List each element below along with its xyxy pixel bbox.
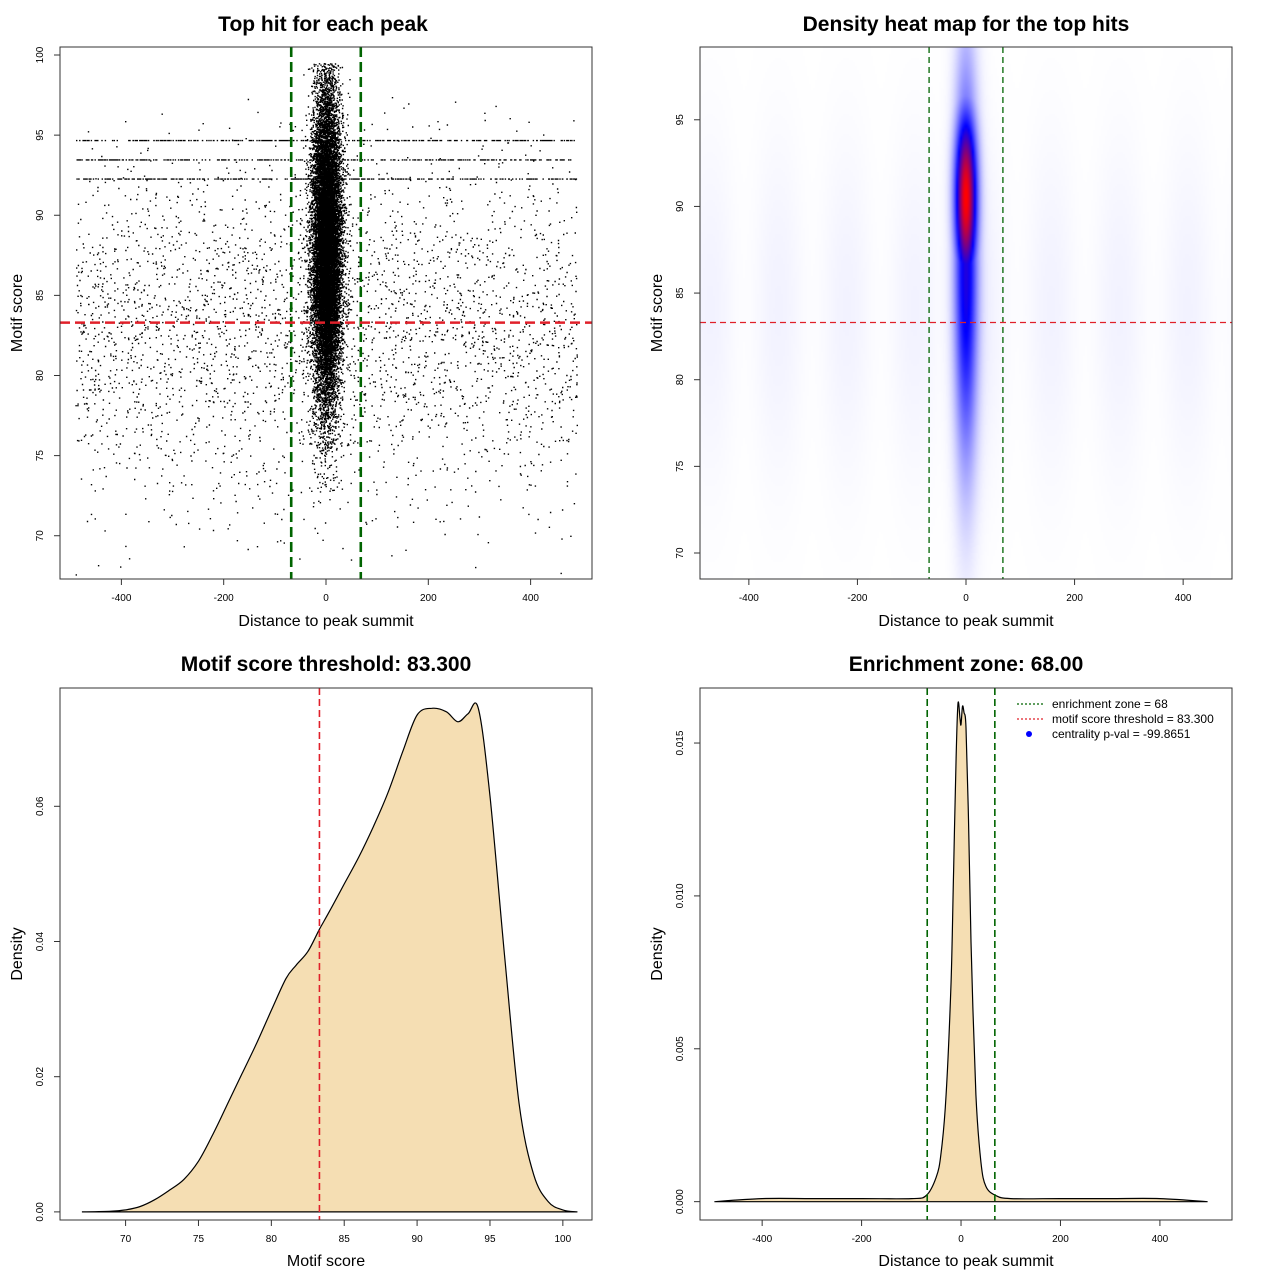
scatter-xtick-label: -200 [214, 593, 234, 604]
distance-density-ytick-label: 0.015 [675, 730, 686, 755]
heatmap-xlabel: Distance to peak summit [878, 613, 1054, 630]
heatmap-ytick-label: 70 [675, 547, 686, 559]
score-density-xtick-label: 80 [266, 1234, 278, 1245]
legend-point-pval [1026, 731, 1032, 737]
heatmap-xtick-label: -400 [739, 593, 759, 604]
legend: enrichment zone = 68 motif score thresho… [1017, 697, 1214, 741]
scatter-xtick-label: 200 [420, 593, 437, 604]
score-density-xtick-label: 85 [339, 1234, 351, 1245]
heatmap-ylabel: Motif score [649, 274, 666, 352]
heatmap-panel: Density heat map for the top hits -400 -2… [649, 13, 1233, 630]
scatter-xtick-label: 0 [323, 593, 329, 604]
scatter-ytick-label: 90 [35, 209, 46, 221]
distance-density-xtick-label: -400 [752, 1234, 772, 1245]
heatmap-ytick-label: 80 [675, 374, 686, 386]
heatmap-ytick-label: 95 [675, 114, 686, 126]
score-density-xtick-label: 75 [193, 1234, 205, 1245]
heatmap-xtick-label: -200 [847, 593, 867, 604]
heatmap-xtick-label: 400 [1175, 593, 1192, 604]
score-density-ytick-label: 0.02 [35, 1067, 46, 1087]
scatter-ytick-label: 100 [35, 46, 46, 63]
score-density-curve [81, 702, 578, 1213]
score-density-title: Motif score threshold: 83.300 [181, 653, 472, 676]
legend-label-threshold: motif score threshold = 83.300 [1052, 712, 1214, 726]
scatter-panel: Top hit for each peak -400 -200 0 200 400 70 7… [9, 13, 593, 630]
score-density-xtick-label: 100 [555, 1234, 572, 1245]
heatmap-xtick-label: 200 [1066, 593, 1083, 604]
score-density-ytick-label: 0.00 [35, 1202, 46, 1222]
distance-density-ytick-label: 0.005 [675, 1036, 686, 1061]
scatter-xtick-label: 400 [522, 593, 539, 604]
distance-density-plot-frame [699, 687, 1233, 1221]
score-density-plot-frame [59, 687, 593, 1221]
distance-density-xtick-label: -200 [852, 1234, 872, 1245]
distance-density-xtick-label: 400 [1152, 1234, 1169, 1245]
scatter-ytick-label: 85 [35, 289, 46, 301]
scatter-point [75, 63, 578, 579]
scatter-ytick-label: 75 [35, 450, 46, 462]
heatmap-ytick-label: 75 [675, 460, 686, 472]
distance-density-title: Enrichment zone: 68.00 [849, 653, 1084, 676]
distance-density-xlabel: Distance to peak summit [878, 1253, 1054, 1270]
scatter-title: Top hit for each peak [218, 13, 428, 36]
score-density-xtick-label: 90 [412, 1234, 424, 1245]
distance-density-ytick-label: 0.000 [675, 1189, 686, 1214]
score-density-ytick-label: 0.04 [35, 931, 46, 951]
distance-density-panel: Enrichment zone: 68.00 -400 -200 0 200 400 0.… [649, 653, 1233, 1270]
legend-label-pval: centrality p-val = -99.8651 [1052, 727, 1191, 741]
scatter-points [75, 63, 578, 579]
scatter-ylabel: Motif score [9, 274, 26, 352]
scatter-xtick-label: -400 [111, 593, 131, 604]
distance-density-ylabel: Density [649, 927, 666, 980]
heatmap-ytick-label: 90 [675, 200, 686, 212]
heatmap-title: Density heat map for the top hits [803, 13, 1130, 36]
heatmap-xtick-label: 0 [963, 593, 969, 604]
scatter-xlabel: Distance to peak summit [238, 613, 414, 630]
score-density-xtick-label: 70 [120, 1234, 132, 1245]
distance-density-curve [714, 701, 1208, 1203]
score-density-panel: Motif score threshold: 83.300 70 75 80 85 90… [9, 653, 593, 1270]
score-density-xtick-label: 95 [484, 1234, 496, 1245]
scatter-ytick-label: 70 [35, 530, 46, 542]
score-density-ytick-label: 0.06 [35, 796, 46, 816]
scatter-ytick-label: 95 [35, 129, 46, 141]
heatmap-image [700, 47, 1232, 579]
score-density-xlabel: Motif score [287, 1253, 365, 1270]
scatter-ytick-label: 80 [35, 369, 46, 381]
distance-density-xtick-label: 200 [1052, 1234, 1069, 1245]
heatmap-ytick-label: 85 [675, 287, 686, 299]
distance-density-ytick-label: 0.010 [675, 883, 686, 908]
legend-label-enrichment: enrichment zone = 68 [1052, 697, 1168, 711]
score-density-ylabel: Density [9, 927, 26, 980]
distance-density-xtick-label: 0 [958, 1234, 964, 1245]
